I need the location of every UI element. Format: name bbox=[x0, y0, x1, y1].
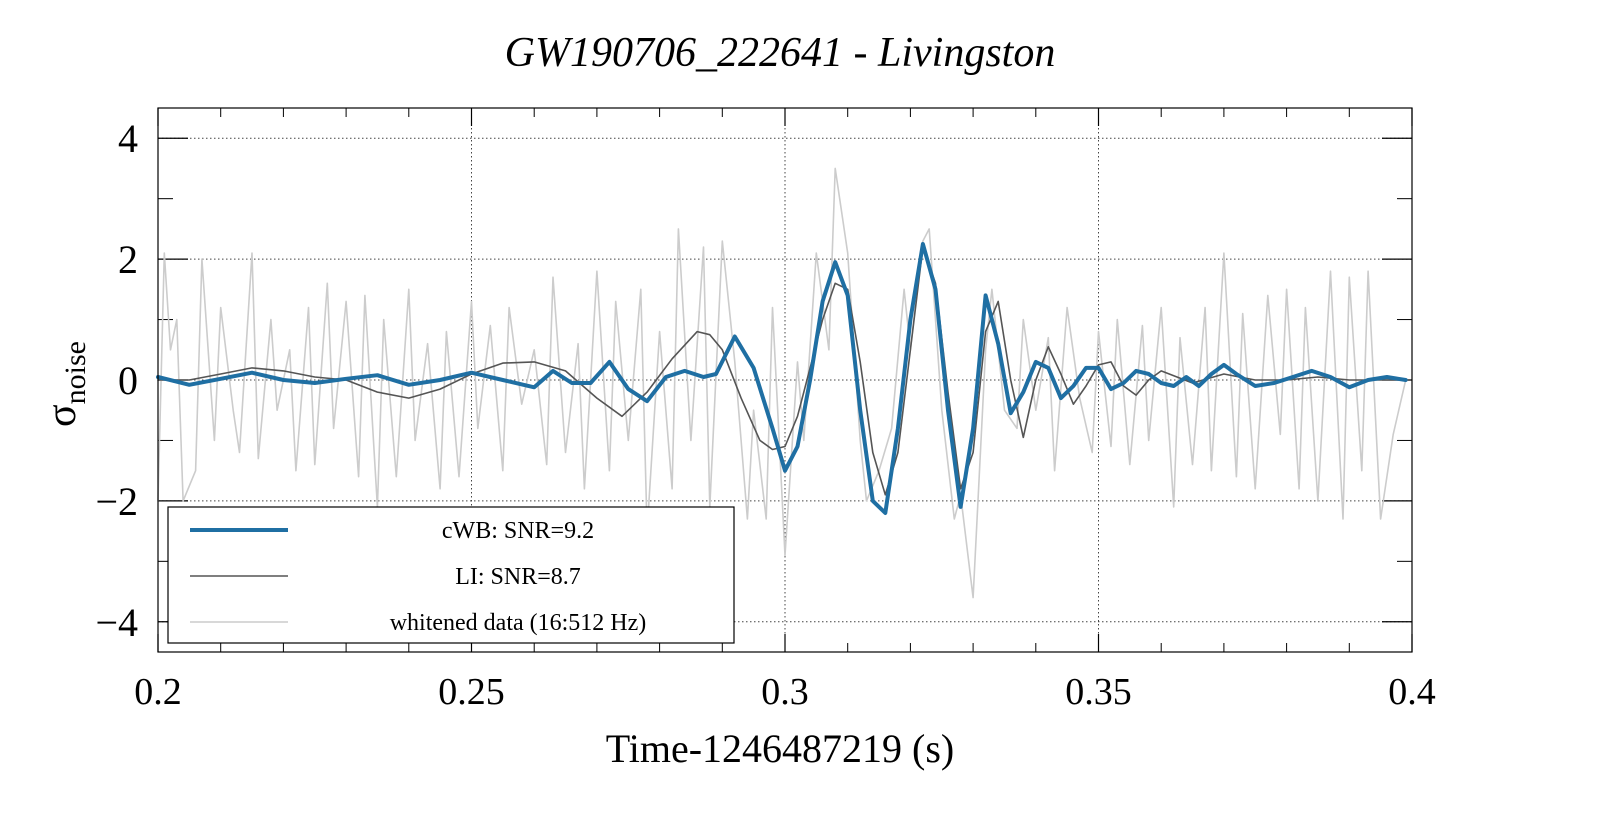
legend: cWB: SNR=9.2 LI: SNR=8.7 whitened data (16… bbox=[167, 506, 735, 644]
y-tick-label: 0 bbox=[118, 358, 138, 403]
y-tick-label: −2 bbox=[95, 479, 138, 524]
y-tick-label: 2 bbox=[118, 237, 138, 282]
plot-frame bbox=[157, 107, 1413, 653]
y-tick-label: 4 bbox=[118, 116, 138, 161]
series-line bbox=[157, 167, 1407, 599]
legend-label: cWB: SNR=9.2 bbox=[442, 518, 594, 544]
y-axis-label: σnoise bbox=[39, 341, 92, 427]
x-tick-label: 0.3 bbox=[761, 671, 809, 713]
series-line bbox=[157, 246, 1407, 496]
y-axis-label-subscript: noise bbox=[59, 341, 92, 404]
series-layer bbox=[156, 167, 1408, 599]
y-axis-label-symbol: σ bbox=[39, 404, 85, 427]
y-tick-label: −4 bbox=[95, 600, 138, 645]
x-tick-label: 0.35 bbox=[1065, 671, 1132, 713]
x-tick-label: 0.25 bbox=[438, 671, 505, 713]
legend-label: LI: SNR=8.7 bbox=[455, 564, 581, 590]
tick-labels: 0.2 0.25 0.3 0.35 0.4 4 2 0 −2 −4 bbox=[95, 116, 1435, 713]
y-axis-label-group: σnoise bbox=[39, 341, 92, 427]
series-line bbox=[156, 242, 1408, 515]
x-tick-label: 0.2 bbox=[134, 671, 182, 713]
x-axis-label: Time-1246487219 (s) bbox=[606, 726, 955, 771]
x-tick-label: 0.4 bbox=[1388, 671, 1436, 713]
legend-label: whitened data (16:512 Hz) bbox=[390, 610, 647, 636]
chart-title: GW190706_222641 - Livingston bbox=[505, 30, 1056, 76]
